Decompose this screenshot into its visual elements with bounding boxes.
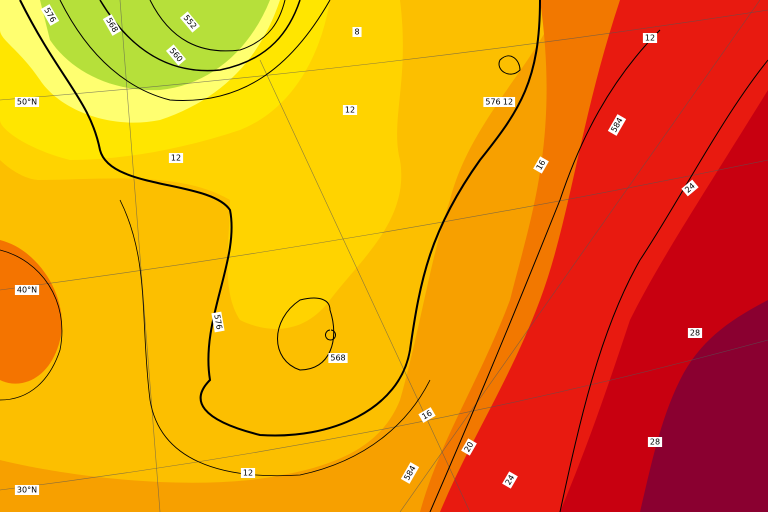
contour-label-text: 12	[645, 34, 655, 43]
contour-label: 576	[483, 97, 503, 107]
contour-label: 28	[647, 437, 663, 447]
contour-label: 576	[211, 311, 225, 333]
contour-label-text: 576	[212, 314, 224, 331]
contour-label-box	[211, 311, 225, 333]
contour-label: 24	[502, 471, 518, 489]
contour-label: 12	[642, 33, 658, 43]
contour-label: 8	[352, 27, 362, 37]
contour-label-box	[642, 33, 658, 43]
contour-label-text: 12	[345, 106, 355, 115]
contour-label: 28	[687, 328, 703, 338]
contour-label-text: 20	[463, 440, 476, 453]
contour-label-text: 12	[171, 154, 181, 163]
contour-label-box	[102, 14, 122, 36]
contour-label-text: 24	[504, 473, 517, 486]
contour-label: 24	[681, 179, 699, 197]
contour-label-box	[607, 114, 627, 136]
contour-label-text: 12	[243, 469, 253, 478]
contour-label-box	[533, 156, 549, 174]
contour-label-box	[461, 438, 477, 456]
contour-label-box	[328, 353, 348, 363]
contour-label-text: 16	[535, 158, 548, 171]
contour-label-box	[647, 437, 663, 447]
contour-label-text: 568	[330, 354, 345, 363]
contour-label-box	[342, 105, 358, 115]
latitude-label-text: 30°N	[17, 486, 37, 495]
latitude-label-text: 40°N	[17, 286, 37, 295]
contour-label-box	[168, 153, 184, 163]
contour-label-text: 576	[485, 98, 500, 107]
contour-label-box	[418, 407, 436, 423]
contour-label-box	[179, 11, 201, 33]
contour-label-box	[352, 27, 362, 37]
latitude-label-box	[14, 485, 40, 495]
contour-label-text: 12	[503, 98, 513, 107]
contour-label-box	[502, 471, 518, 489]
contour-label-box	[500, 97, 516, 107]
latitude-label: 30°N	[14, 485, 40, 495]
contour-label-box	[165, 44, 187, 66]
contour-label: 16	[418, 407, 436, 423]
contour-label: 16	[533, 156, 549, 174]
contour-label-box	[400, 462, 420, 484]
contour-label-text: 28	[690, 329, 700, 338]
latitude-label-box	[14, 97, 40, 107]
contour-label-box	[40, 4, 60, 26]
contour-label-box	[483, 97, 503, 107]
contour-label: 12	[500, 97, 516, 107]
contour-label-box	[681, 179, 699, 197]
contour-label-box	[687, 328, 703, 338]
contour-label-text: 28	[650, 438, 660, 447]
latitude-label-text: 50°N	[17, 98, 37, 107]
contour-label: 568	[328, 353, 348, 363]
contour-label-box	[240, 468, 256, 478]
contour-label: 12	[168, 153, 184, 163]
contour-label-text: 8	[354, 28, 359, 37]
contour-label-text: 16	[420, 409, 433, 422]
contour-label: 12	[240, 468, 256, 478]
latitude-label: 40°N	[14, 285, 40, 295]
contour-label: 20	[461, 438, 477, 456]
latitude-label-box	[14, 285, 40, 295]
latitude-label: 50°N	[14, 97, 40, 107]
contour-label: 12	[342, 105, 358, 115]
